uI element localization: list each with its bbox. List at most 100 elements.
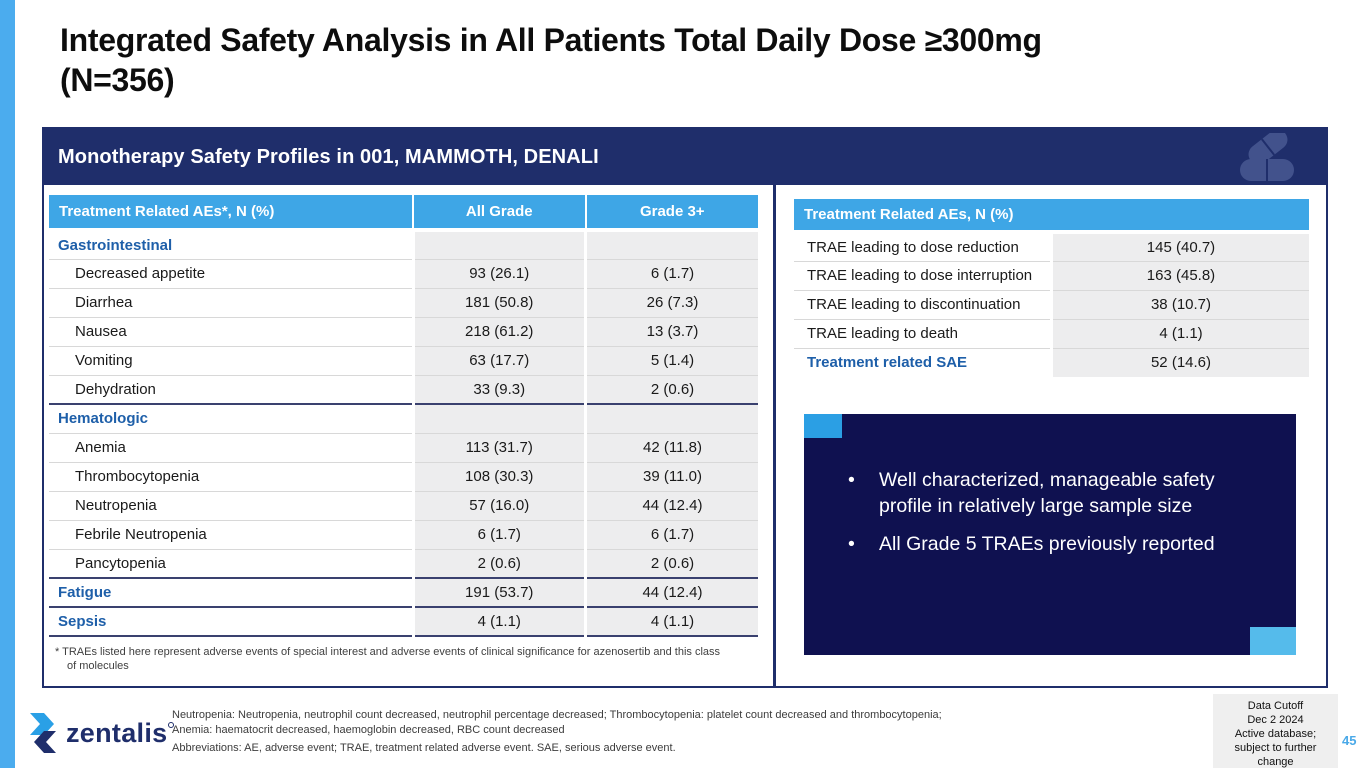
trae-summary-table: Treatment Related AEs, N (%) TRAE leadin… — [794, 199, 1309, 377]
ae-label: Decreased appetite — [49, 258, 413, 288]
zentalis-logo-text: zentalis — [66, 717, 175, 748]
trae-value: 163 (45.8) — [1050, 260, 1309, 290]
ae-all-grade-value: 218 (61.2) — [411, 316, 586, 346]
ae-label: Diarrhea — [49, 287, 413, 317]
column-header-all-grade: All Grade — [412, 195, 586, 231]
table-row: Diarrhea 181 (50.8) 26 (7.3) — [49, 287, 758, 317]
ae-all-grade-value: 108 (30.3) — [411, 461, 586, 491]
summary-bullet-list: Well characterized, manageable safety pr… — [804, 414, 1296, 558]
ae-grade3-value: 2 (0.6) — [584, 374, 758, 404]
ae-grade3-value — [584, 403, 758, 433]
title-line-1: Integrated Safety Analysis in All Patien… — [60, 22, 1042, 58]
ae-grade3-value: 44 (12.4) — [584, 490, 758, 520]
accent-square-bottom-right — [1250, 627, 1296, 655]
trae-label: TRAE leading to dose interruption — [794, 260, 1052, 290]
ae-all-grade-value — [411, 228, 586, 259]
ae-label: Sepsis — [49, 606, 413, 637]
trae-label: TRAE leading to death — [794, 318, 1052, 348]
table-row: Fatigue 191 (53.7) 44 (12.4) — [49, 577, 758, 607]
page-title: Integrated Safety Analysis in All Patien… — [60, 20, 1260, 100]
table-row: TRAE leading to discontinuation 38 (10.7) — [794, 289, 1309, 319]
column-header-trae: Treatment Related AEs, N (%) — [794, 199, 1309, 234]
content-panel: Monotherapy Safety Profiles in 001, MAMM… — [42, 127, 1328, 688]
trae-value: 52 (14.6) — [1050, 347, 1309, 377]
panel-divider — [773, 185, 776, 686]
ae-grade3-value: 44 (12.4) — [584, 577, 758, 607]
trae-label: TRAE leading to discontinuation — [794, 289, 1052, 319]
ae-all-grade-value: 113 (31.7) — [411, 432, 586, 462]
table-row: Hematologic — [49, 403, 758, 433]
table-row: Treatment related SAE 52 (14.6) — [794, 347, 1309, 377]
ae-label: Vomiting — [49, 345, 413, 375]
table-row: TRAE leading to dose interruption 163 (45… — [794, 260, 1309, 290]
ae-all-grade-value: 191 (53.7) — [411, 577, 586, 607]
trae-value: 38 (10.7) — [1050, 289, 1309, 319]
footnote-text: TRAEs listed here represent adverse even… — [62, 646, 721, 673]
ae-grade3-value: 39 (11.0) — [584, 461, 758, 491]
table-row: Vomiting 63 (17.7) 5 (1.4) — [49, 345, 758, 375]
footer-note-line: Anemia: haematocrit decreased, haemoglob… — [172, 724, 565, 736]
ae-all-grade-value: 63 (17.7) — [411, 345, 586, 375]
page-number: 45 — [1342, 733, 1357, 748]
table-row: TRAE leading to death 4 (1.1) — [794, 318, 1309, 348]
column-header-aes: Treatment Related AEs*, N (%) — [49, 195, 413, 231]
table-row: Decreased appetite 93 (26.1) 6 (1.7) — [49, 258, 758, 288]
panel-header-title: Monotherapy Safety Profiles in 001, MAMM… — [58, 145, 599, 168]
summary-callout: Well characterized, manageable safety pr… — [804, 414, 1296, 655]
data-cutoff-line: Data Cutoff — [1247, 700, 1304, 712]
ae-label: Gastrointestinal — [49, 228, 413, 259]
footnote-marker: * — [55, 646, 60, 658]
table-row: Nausea 218 (61.2) 13 (3.7) — [49, 316, 758, 346]
footer-notes: Neutropenia: Neutropenia, neutrophil cou… — [172, 708, 942, 756]
zentalis-logo: zentalis — [28, 712, 175, 754]
ae-all-grade-value: 6 (1.7) — [411, 519, 586, 549]
table-header-row: Treatment Related AEs, N (%) — [794, 199, 1309, 234]
data-cutoff-line: subject to further change — [1234, 742, 1317, 768]
footer-note-line: Neutropenia: Neutropenia, neutrophil cou… — [172, 709, 942, 721]
pills-icon — [1240, 133, 1294, 181]
ae-all-grade-value: 93 (26.1) — [411, 258, 586, 288]
right-column: Treatment Related AEs, N (%) TRAE leadin… — [776, 185, 1326, 686]
ae-all-grade-value: 181 (50.8) — [411, 287, 586, 317]
zentalis-logo-icon — [30, 713, 56, 753]
ae-grade3-value: 13 (3.7) — [584, 316, 758, 346]
table-row: Gastrointestinal — [49, 228, 758, 259]
ae-grade3-value: 6 (1.7) — [584, 519, 758, 549]
trae-label: Treatment related SAE — [794, 347, 1052, 377]
ae-all-grade-value: 33 (9.3) — [411, 374, 586, 404]
summary-bullet: All Grade 5 TRAEs previously reported — [848, 532, 1268, 558]
data-cutoff-box: Data Cutoff Dec 2 2024 Active database; sub… — [1213, 694, 1338, 768]
ae-label: Pancytopenia — [49, 548, 413, 578]
table-row: Pancytopenia 2 (0.6) 2 (0.6) — [49, 548, 758, 578]
title-line-2: (N=356) — [60, 62, 175, 98]
left-column: Treatment Related AEs*, N (%) All Grade … — [44, 185, 773, 686]
ae-label: Febrile Neutropenia — [49, 519, 413, 549]
ae-all-grade-value: 4 (1.1) — [411, 606, 586, 637]
table-row: Neutropenia 57 (16.0) 44 (12.4) — [49, 490, 758, 520]
ae-grade3-value: 6 (1.7) — [584, 258, 758, 288]
ae-label: Dehydration — [49, 374, 413, 404]
ae-label: Fatigue — [49, 577, 413, 607]
ae-all-grade-value: 57 (16.0) — [411, 490, 586, 520]
table-row: Thrombocytopenia 108 (30.3) 39 (11.0) — [49, 461, 758, 491]
ae-grade3-value: 42 (11.8) — [584, 432, 758, 462]
data-cutoff-line: Active database; — [1234, 728, 1317, 740]
trae-value: 145 (40.7) — [1050, 232, 1309, 261]
ae-label: Nausea — [49, 316, 413, 346]
accent-square-top-left — [804, 414, 842, 438]
ae-label: Neutropenia — [49, 490, 413, 520]
table-footnote: * TRAEs listed here represent adverse ev… — [55, 645, 725, 674]
ae-label: Hematologic — [49, 403, 413, 433]
ae-all-grade-value: 2 (0.6) — [411, 548, 586, 578]
ae-grade3-value: 2 (0.6) — [584, 548, 758, 578]
trae-value: 4 (1.1) — [1050, 318, 1309, 348]
panel-header-band: Monotherapy Safety Profiles in 001, MAMM… — [44, 129, 1326, 185]
table-row: TRAE leading to dose reduction 145 (40.7) — [794, 232, 1309, 261]
footer-note-line: Abbreviations: AE, adverse event; TRAE, … — [172, 742, 676, 754]
table-row: Dehydration 33 (9.3) 2 (0.6) — [49, 374, 758, 404]
trae-grade-table: Treatment Related AEs*, N (%) All Grade … — [49, 195, 758, 637]
summary-bullet: Well characterized, manageable safety pr… — [848, 468, 1268, 519]
ae-label: Thrombocytopenia — [49, 461, 413, 491]
panel-content: Treatment Related AEs*, N (%) All Grade … — [44, 185, 1326, 686]
